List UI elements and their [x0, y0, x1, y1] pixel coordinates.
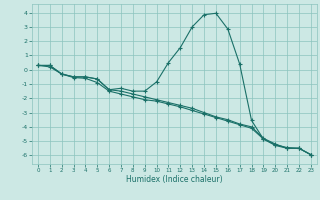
X-axis label: Humidex (Indice chaleur): Humidex (Indice chaleur): [126, 175, 223, 184]
